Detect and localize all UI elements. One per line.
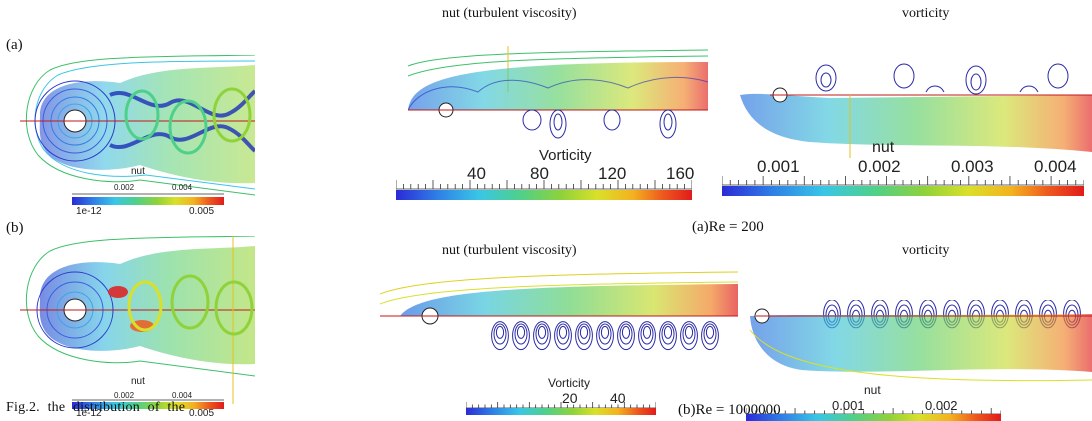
row-b-nut-field (380, 271, 738, 351)
row-b-nut-tick-1: 0.001 (832, 398, 865, 413)
row-a-nut-tick-1: 0.001 (757, 157, 800, 176)
row-a-nut-tick-2: 0.002 (858, 157, 901, 176)
row-a-vort-tick-160: 160 (666, 164, 695, 183)
row-a-nut-colorbar-title: nut (872, 139, 895, 156)
row-b-nut-colorbar-title: nut (864, 383, 881, 397)
left-field-plot-b (20, 236, 255, 404)
colorbar-a-min: 1e-12 (76, 206, 102, 217)
colorbar-b-tick-2: 0.004 (172, 391, 193, 400)
colorbar-b (72, 399, 224, 409)
row-a-vort-tick-40: 40 (467, 164, 486, 183)
panel-label-a: (a) (6, 37, 23, 53)
row-a-vort-tick-120: 120 (598, 164, 627, 183)
colorbar-a-tick-1: 0.002 (114, 183, 135, 192)
row-b-caption: (b)Re = 1000000 (678, 402, 781, 418)
colorbar-b-tick-1: 0.002 (114, 391, 135, 400)
row-a-title-nut: nut (turbulent viscosity) (442, 6, 577, 21)
row-a-vorticity-field (740, 63, 1092, 158)
row-a-nut-tick-3: 0.003 (951, 157, 994, 176)
row-a-vort-tick-80: 80 (530, 164, 549, 183)
row-b-vort-tick-20: 20 (562, 390, 578, 406)
colorbar-a (72, 193, 224, 205)
row-b-vorticity-field (749, 300, 1092, 382)
colorbar-a-tick-2: 0.004 (172, 183, 193, 192)
figure-caption-left: Fig.2. the distribution of the (6, 400, 186, 415)
row-a-nut-field (408, 46, 708, 139)
row-a-nut-tick-4: 0.004 (1034, 157, 1077, 176)
row-a-vorticity-colorbar (396, 180, 692, 200)
row-b-vorticity-colorbar-title: Vorticity (548, 376, 591, 390)
row-a-nut-colorbar (722, 176, 1084, 196)
panel-label-b: (b) (6, 220, 24, 236)
colorbar-b-min: 1e-12 (76, 408, 102, 419)
colorbar-b-max: 0.005 (189, 408, 215, 419)
row-b-vort-tick-40: 40 (610, 390, 626, 406)
row-b-title-vorticity: vorticity (902, 243, 950, 258)
row-b-nut-colorbar (746, 408, 1001, 421)
colorbar-b-title: nut (131, 376, 145, 387)
row-a-caption: (a)Re = 200 (692, 219, 764, 235)
row-b-vorticity-colorbar (466, 402, 656, 415)
colorbar-a-title: nut (131, 166, 145, 177)
row-b-title-nut: nut (turbulent viscosity) (442, 243, 577, 258)
row-a-vorticity-colorbar-title: Vorticity (539, 147, 592, 164)
row-a-title-vorticity: vorticity (902, 6, 950, 21)
row-b-nut-tick-2: 0.002 (925, 398, 958, 413)
left-field-plot-a (20, 55, 255, 196)
colorbar-a-max: 0.005 (189, 206, 215, 217)
